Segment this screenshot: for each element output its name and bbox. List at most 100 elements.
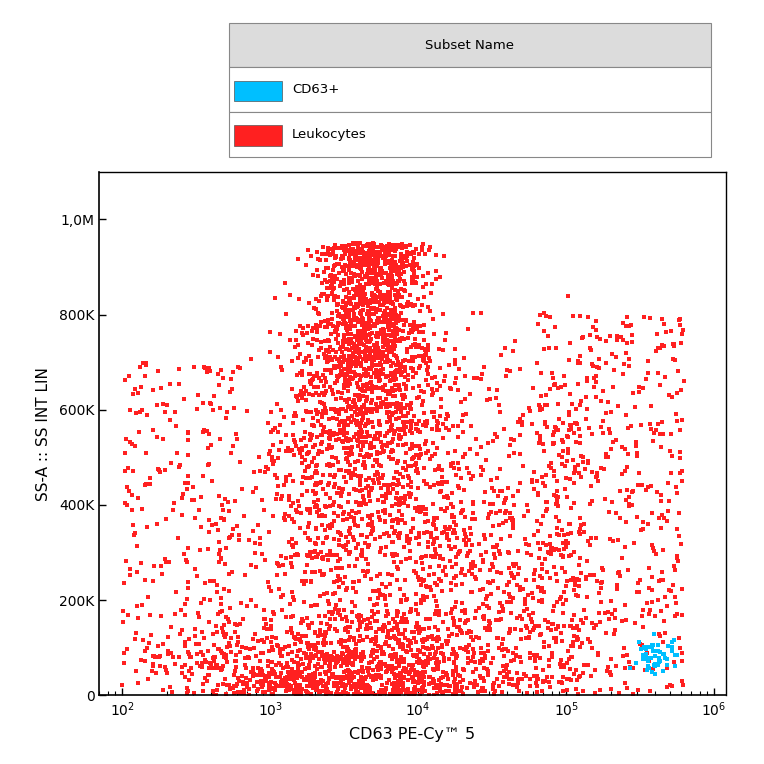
Point xyxy=(410,277,422,290)
Point xyxy=(331,685,343,698)
Point xyxy=(390,413,402,425)
Point xyxy=(437,565,449,578)
Point xyxy=(343,254,355,266)
Point xyxy=(367,633,379,646)
Point xyxy=(584,329,596,342)
Point xyxy=(333,581,345,594)
Point xyxy=(374,265,387,277)
Point xyxy=(385,310,397,322)
Point xyxy=(581,375,593,387)
Point xyxy=(345,354,357,366)
Point xyxy=(336,508,348,520)
Point xyxy=(365,363,377,375)
Point xyxy=(413,527,425,539)
Point xyxy=(409,332,421,345)
Point xyxy=(410,598,422,610)
Point xyxy=(486,558,498,570)
Point xyxy=(533,436,545,448)
Point xyxy=(386,382,398,394)
Point xyxy=(331,258,343,270)
Point xyxy=(394,267,406,280)
Point xyxy=(345,320,358,332)
Point xyxy=(283,490,296,503)
Point xyxy=(322,659,335,672)
Point xyxy=(357,665,369,677)
Point xyxy=(338,657,351,669)
Point xyxy=(141,409,154,421)
Point xyxy=(179,672,191,684)
Point xyxy=(301,685,313,698)
Point xyxy=(531,426,543,439)
Point xyxy=(374,672,387,684)
Point xyxy=(364,308,376,320)
Point xyxy=(342,393,354,405)
Point xyxy=(414,449,426,461)
Point xyxy=(387,250,399,262)
Point xyxy=(340,267,352,280)
Point xyxy=(340,678,352,691)
Point xyxy=(416,342,428,354)
Point xyxy=(363,539,375,552)
Point xyxy=(359,481,371,494)
Point xyxy=(336,415,348,427)
Point xyxy=(312,389,325,401)
Point xyxy=(147,559,160,571)
Point xyxy=(419,277,432,290)
Point xyxy=(329,672,342,685)
Point xyxy=(582,659,594,671)
Point xyxy=(382,255,394,267)
Point xyxy=(315,316,327,328)
Point xyxy=(530,670,542,682)
Point xyxy=(432,604,445,617)
Point xyxy=(386,419,398,431)
Point xyxy=(352,253,364,265)
Point xyxy=(595,582,607,594)
Point xyxy=(419,508,432,520)
Point xyxy=(382,273,394,285)
Point xyxy=(348,338,360,351)
Point xyxy=(649,659,661,672)
Point xyxy=(643,685,656,697)
Point xyxy=(422,689,435,701)
Point xyxy=(672,555,685,567)
Point xyxy=(337,686,349,698)
Point xyxy=(284,290,296,302)
Point xyxy=(519,533,531,545)
Point xyxy=(458,604,471,617)
Point xyxy=(211,586,223,598)
Point xyxy=(356,672,368,685)
Point xyxy=(202,458,215,471)
Point xyxy=(556,434,568,446)
Point xyxy=(345,328,357,340)
Point xyxy=(481,663,494,675)
Point xyxy=(436,476,448,488)
Point xyxy=(318,650,330,662)
Point xyxy=(144,478,156,490)
Point xyxy=(296,665,308,678)
Point xyxy=(400,666,412,678)
Point xyxy=(368,289,380,301)
Point xyxy=(397,681,410,694)
Point xyxy=(610,612,622,624)
Point xyxy=(577,331,589,343)
Point xyxy=(406,363,419,375)
Point xyxy=(427,436,439,448)
Point xyxy=(391,493,403,505)
Point xyxy=(290,390,303,403)
Point xyxy=(324,431,336,443)
Point xyxy=(510,558,522,570)
Point xyxy=(189,512,202,524)
Point xyxy=(297,329,309,341)
Point xyxy=(406,672,419,684)
Point xyxy=(390,374,402,386)
Point xyxy=(568,427,580,439)
Point xyxy=(422,342,434,354)
Point xyxy=(338,335,350,347)
Point xyxy=(223,637,235,649)
Point xyxy=(465,528,477,540)
Point xyxy=(373,623,385,636)
Point xyxy=(431,601,443,613)
Point xyxy=(507,447,520,459)
Point xyxy=(406,637,418,649)
Point xyxy=(338,264,351,276)
